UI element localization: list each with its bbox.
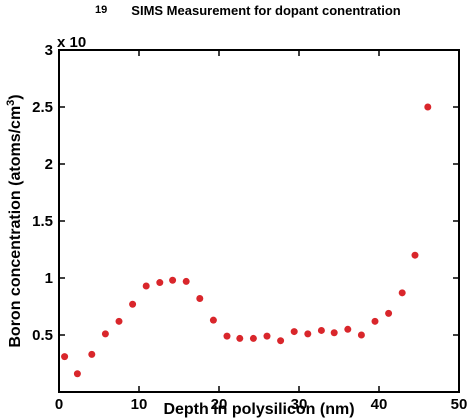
plot-area [58,49,460,393]
data-point [61,353,69,361]
axis-ticks [58,49,460,392]
data-point [142,282,150,290]
data-point [73,370,81,378]
x-tick-label: 50 [451,396,468,413]
x-tick-label: 40 [371,396,388,413]
data-point [223,332,231,340]
data-point [304,330,312,338]
data-point [101,330,109,338]
data-point [115,317,123,325]
y-axis-label-sup: 3 [5,100,17,106]
chart-title: SIMS Measurement for dopant conentration [131,3,400,18]
y-tick-label: 3 [45,42,53,59]
data-points [61,103,432,378]
data-point [330,329,338,337]
y-axis-label-main: Boron concentration (atoms/cm [7,106,24,348]
data-point [357,331,365,339]
data-point [317,326,325,334]
y-tick-label: 1.5 [32,213,53,230]
y-multiplier-base: x 10 [57,34,86,51]
data-point [169,276,177,284]
data-point [385,309,393,317]
data-point [424,103,432,111]
y-multiplier-exponent: 19 [95,4,107,16]
data-point [398,289,406,297]
x-tick-label: 30 [291,396,308,413]
data-point [277,337,285,345]
data-point [196,295,204,303]
data-point [411,251,419,259]
data-point [88,350,96,358]
data-point [129,300,137,308]
x-tick-label: 0 [55,396,63,413]
y-axis-label: Boron concentration (atoms/cm3) [5,94,24,347]
data-point [209,316,217,324]
y-axis-label-group: Boron concentration (atoms/cm3) [5,94,24,347]
data-point [182,277,190,285]
y-tick-label: 2 [45,156,53,173]
y-tick-label: 0.5 [32,327,53,344]
y-multiplier: x 10 19 [57,4,107,51]
y-axis-label-suffix: ) [7,94,24,99]
x-tick-label: 10 [131,396,148,413]
data-point [249,334,257,342]
axis-tick-labels: 0 10 20 30 40 50 0.5 1 1.5 2 2.5 3 [32,42,467,413]
y-tick-label: 1 [45,270,53,287]
data-point [263,332,271,340]
data-point [344,325,352,333]
y-tick-label: 2.5 [32,99,53,116]
x-tick-label: 20 [211,396,228,413]
data-point [156,279,164,287]
data-point [371,317,379,325]
data-point [290,328,298,336]
x-axis-label: Depth in polysilicon (nm) [163,401,354,418]
data-point [236,334,244,342]
